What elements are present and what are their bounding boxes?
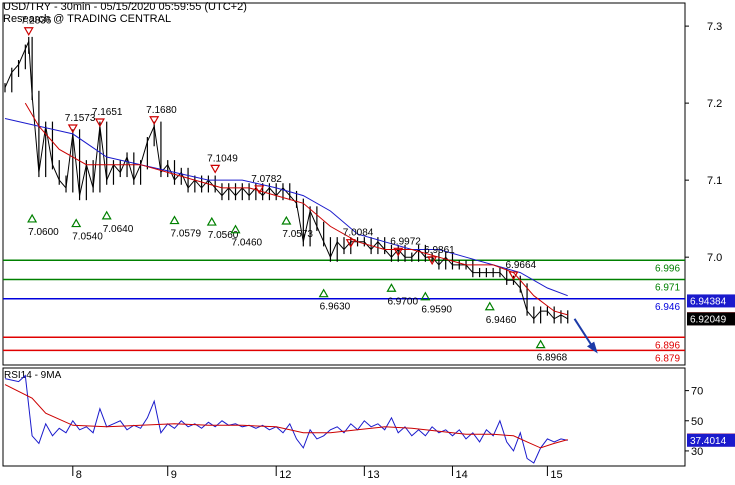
swing-high-label: 7.1573 [65,113,96,124]
swing-high-marker [23,27,34,36]
swing-low-label: 7.0540 [72,232,103,243]
level-label-6.946: 6.946 [655,302,680,313]
swing-low-marker [318,288,329,298]
swing-high-label: 7.1049 [207,153,238,164]
chart-title: USD/TRY - 30min - 05/15/2020 05:59:55 (U… [3,1,247,13]
swing-high-marker [254,185,265,195]
swing-low-label: 7.0579 [171,229,202,240]
swing-high-marker [67,124,78,134]
time-axis-label: 13 [367,469,379,480]
swing-low-marker [281,215,292,225]
swing-low-marker [101,210,112,220]
price-badge [687,294,735,308]
swing-low-marker [484,301,495,311]
rsi-axis-label: 30 [691,446,703,458]
swing-high-label: 7.1680 [146,105,177,116]
rsi-panel-frame [2,367,686,467]
swing-low-label: 7.0560 [208,230,239,241]
time-axis-label: 14 [455,469,467,480]
chart-subtitle: Research @ TRADING CENTRAL [3,13,172,25]
swing-low-label: 6.9630 [320,302,351,313]
swing-low-marker [386,283,397,292]
level-label-6.896: 6.896 [655,340,680,351]
swing-high-label: 6.9664 [506,260,537,271]
rsi-ma-line [4,384,568,449]
swing-low-label: 7.0600 [28,227,59,238]
swing-high-label: 7.2836 [21,16,52,27]
swing-high-marker [508,271,519,281]
price-panel-frame [2,2,686,366]
level-label-6.879: 6.879 [655,353,680,364]
time-axis-label: 12 [279,469,291,480]
price-badge [687,312,735,326]
swing-high-marker [393,247,404,257]
rsi-title: RSI14 - 9MA [4,370,62,381]
swing-high-marker [210,164,221,174]
swing-high-label: 6.9861 [424,245,455,256]
rsi-badge [687,433,735,447]
time-axis-label: 8 [76,469,82,480]
swing-low-marker [71,218,82,228]
swing-low-marker [420,291,431,301]
level-label-6.996: 6.996 [655,263,680,274]
swing-high-label: 7.1651 [92,107,123,118]
time-axis-label: 9 [171,469,177,480]
price-axis-label: 7.2 [707,98,722,110]
level-label-6.971: 6.971 [655,283,680,294]
rsi-badge-label: 37.4014 [690,436,727,447]
price-line [4,41,568,320]
swing-low-label: 6.9460 [486,315,517,326]
swing-high-label: 6.9972 [390,236,421,247]
swing-low-label: 6.9590 [421,305,452,316]
swing-low-marker [535,339,546,349]
slow-ma-line [4,118,568,297]
swing-low-marker [206,216,217,226]
price-axis-label: 7.3 [707,21,722,33]
swing-low-label: 7.0640 [103,224,134,235]
swing-low-label: 6.9700 [387,296,418,307]
time-axis-label: 15 [550,469,562,480]
swing-low-label: 6.8968 [537,353,568,364]
price-badge-label: 6.92049 [690,314,727,325]
swing-low-label: 7.0573 [282,229,313,240]
rsi-line [4,374,568,464]
swing-high-marker [94,118,105,128]
swing-high-marker [149,116,160,125]
fast-ma-line [24,102,568,316]
swing-high-label: 7.0084 [343,228,374,239]
swing-high-marker [345,239,356,248]
price-badge-label: 6.94384 [690,296,727,307]
rsi-axis-label: 50 [691,416,703,428]
price-axis-label: 7.1 [707,175,722,187]
swing-high-marker [427,256,438,266]
swing-low-label: 7.0460 [232,238,263,249]
swing-high-label: 7.0782 [251,174,282,185]
price-axis-label: 7.0 [707,252,722,264]
swing-low-marker [27,213,38,223]
swing-low-marker [230,224,241,234]
rsi-axis-label: 70 [691,386,703,398]
swing-low-marker [169,215,180,225]
forecast-arrow-head [586,341,598,354]
